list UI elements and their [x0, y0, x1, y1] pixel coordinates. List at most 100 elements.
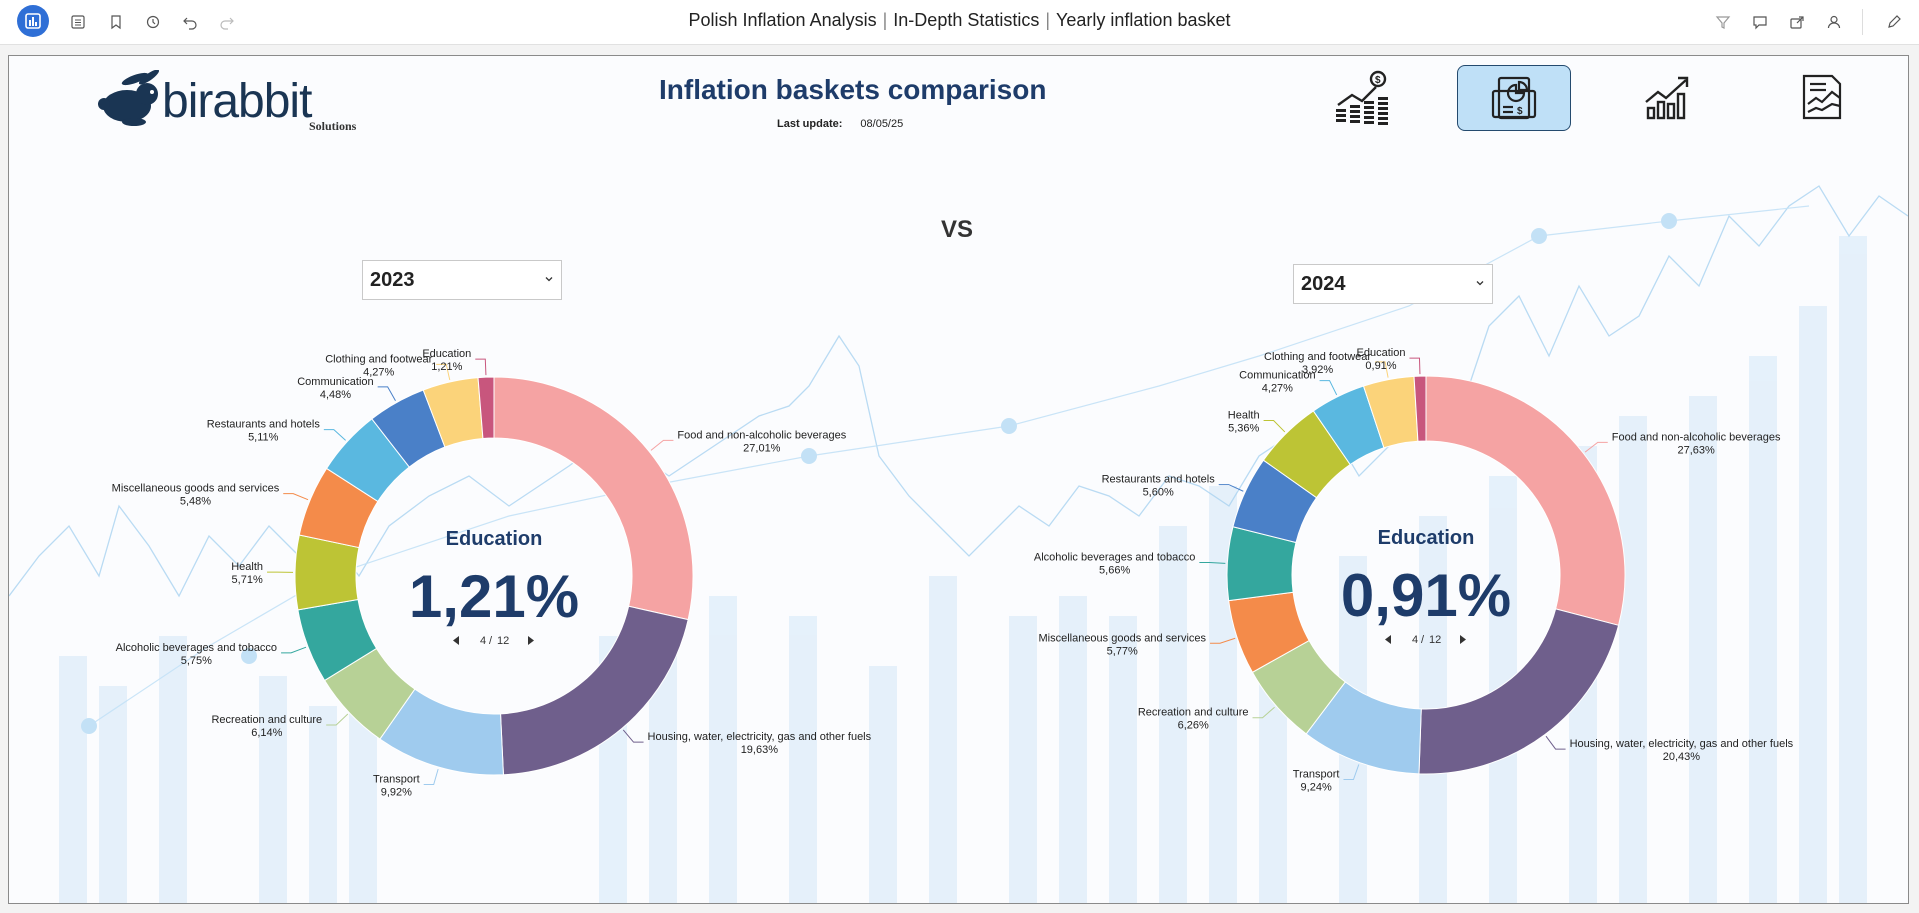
- right-label-category: Food and non-alcoholic beverages: [1612, 431, 1781, 443]
- left-label-category: Clothing and footwear: [325, 353, 432, 365]
- nav-trend-button[interactable]: [1611, 65, 1723, 129]
- year-left-value: 2023: [370, 269, 415, 291]
- left-label-value: 6,14%: [251, 727, 282, 739]
- right-leader-line: [1584, 441, 1608, 453]
- left-slice-housing-water-electricity-gas-and-other-fuels[interactable]: [500, 605, 689, 776]
- pages-list-icon[interactable]: [66, 10, 90, 34]
- redo-icon[interactable]: [215, 10, 239, 34]
- report-canvas: birabbit Solutions Inflation baskets com…: [8, 55, 1909, 904]
- left-label-category: Alcoholic beverages and tobacco: [116, 642, 277, 654]
- right-label-category: Alcoholic beverages and tobacco: [1034, 551, 1195, 563]
- right-leader-line: [1263, 420, 1286, 433]
- right-label-category: Recreation and culture: [1138, 707, 1249, 719]
- right-leader-line: [1343, 764, 1360, 781]
- left-label-value: 4,27%: [363, 366, 394, 378]
- right-label-value: 6,26%: [1178, 720, 1209, 732]
- left-label-value: 4,48%: [320, 389, 351, 401]
- undo-icon[interactable]: [178, 10, 202, 34]
- left-label-value: 19,63%: [741, 744, 779, 756]
- left-leader-line: [377, 386, 396, 402]
- left-label-category: Education: [422, 348, 471, 360]
- right-leader-line: [1319, 380, 1338, 396]
- top-toolbar: Polish Inflation Analysis | In-Depth Stati…: [0, 0, 1919, 45]
- edit-icon[interactable]: [1882, 10, 1906, 34]
- nav-report-button[interactable]: [1765, 65, 1877, 129]
- right-label-value: 3,92%: [1302, 364, 1333, 376]
- right-label-category: Communication: [1239, 370, 1315, 382]
- left-leader-line: [323, 429, 346, 441]
- left-pager-next-icon[interactable]: [528, 636, 534, 645]
- app-menu-button[interactable]: [17, 5, 49, 37]
- comment-icon[interactable]: [1748, 10, 1772, 34]
- year-right-value: 2024: [1301, 273, 1346, 295]
- right-label-category: Transport: [1293, 769, 1340, 781]
- left-center-category: Education: [446, 528, 543, 550]
- right-slice-food-and-non-alcoholic-beverages[interactable]: [1425, 375, 1626, 626]
- left-label-category: Restaurants and hotels: [207, 419, 321, 431]
- title-page-name: Yearly inflation basket: [1056, 10, 1231, 30]
- left-leader-line: [622, 729, 644, 743]
- left-leader-line: [650, 439, 674, 451]
- right-label-value: 20,43%: [1663, 751, 1701, 763]
- left-pager-prev-icon[interactable]: [453, 636, 459, 645]
- chevron-down-icon: [1476, 281, 1484, 286]
- left-leader-line: [436, 363, 451, 381]
- left-label-value: 9,92%: [381, 786, 412, 798]
- logo-wordmark: birabbit: [162, 74, 312, 129]
- right-label-category: Health: [1228, 410, 1260, 422]
- left-slice-education[interactable]: [477, 376, 495, 439]
- right-label-category: Clothing and footwear: [1264, 351, 1371, 363]
- page-title: Inflation baskets comparison: [659, 74, 1047, 105]
- right-center-value: 0,91%: [1341, 562, 1511, 629]
- right-label-category: Miscellaneous goods and services: [1038, 632, 1206, 644]
- right-leader-line: [1252, 706, 1275, 719]
- right-label-category: Restaurants and hotels: [1102, 474, 1216, 486]
- right-label-value: 5,36%: [1228, 423, 1259, 435]
- right-leader-line: [1199, 561, 1226, 564]
- year-left-dropdown[interactable]: 2023: [362, 260, 562, 300]
- left-leader-line: [281, 646, 307, 654]
- right-label-value: 27,63%: [1677, 444, 1715, 456]
- right-pager-prev-icon[interactable]: [1385, 635, 1391, 644]
- bookmark-icon[interactable]: [104, 10, 128, 34]
- user-icon[interactable]: [1822, 10, 1846, 34]
- right-slice-education[interactable]: [1413, 375, 1427, 442]
- logo-wordmark-bi: bi: [162, 75, 198, 128]
- report-title: Polish Inflation Analysis | In-Depth Stati…: [688, 10, 1231, 30]
- right-label-category: Housing, water, electricity, gas and oth…: [1570, 738, 1794, 750]
- right-label-value: 5,60%: [1143, 487, 1174, 499]
- growth-chart-icon: [1645, 76, 1689, 120]
- history-icon[interactable]: [141, 10, 165, 34]
- svg-text:$: $: [1517, 106, 1523, 117]
- right-label-value: 0,91%: [1365, 360, 1396, 372]
- left-label-value: 5,48%: [180, 496, 211, 508]
- nav-basket-comparison-button[interactable]: $: [1457, 65, 1571, 131]
- right-leader-line: [1210, 637, 1236, 644]
- right-label-value: 5,77%: [1107, 645, 1138, 657]
- share-icon[interactable]: [1785, 10, 1809, 34]
- right-center-category: Education: [1378, 527, 1475, 549]
- last-update-label: Last update:: [777, 118, 843, 130]
- left-leader-line: [423, 768, 439, 785]
- right-pager-next-icon[interactable]: [1460, 635, 1466, 644]
- left-slice-health[interactable]: [294, 534, 360, 611]
- left-label-value: 5,75%: [181, 655, 212, 667]
- left-pager-current: 4: [480, 635, 486, 647]
- left-pager-total: 12: [497, 635, 509, 647]
- nav-finance-stats-button[interactable]: $: [1306, 65, 1418, 129]
- left-label-category: Communication: [297, 376, 373, 388]
- left-pager-separator: /: [489, 635, 493, 647]
- report-pie-icon: $: [1491, 76, 1537, 120]
- rabbit-logo-icon: [98, 70, 160, 126]
- filter-icon[interactable]: [1711, 10, 1735, 34]
- year-right-dropdown[interactable]: 2024: [1293, 264, 1493, 304]
- right-pager-separator: /: [1421, 634, 1425, 646]
- left-slice-food-and-non-alcoholic-beverages[interactable]: [493, 376, 694, 621]
- left-label-category: Housing, water, electricity, gas and oth…: [648, 731, 872, 743]
- title-report-name: Polish Inflation Analysis: [688, 10, 877, 30]
- report-icon: [25, 13, 41, 29]
- right-pager-total: 12: [1429, 634, 1441, 646]
- left-label-value: 5,11%: [248, 432, 279, 444]
- left-label-value: 1,21%: [431, 361, 462, 373]
- left-leader-line: [326, 713, 349, 726]
